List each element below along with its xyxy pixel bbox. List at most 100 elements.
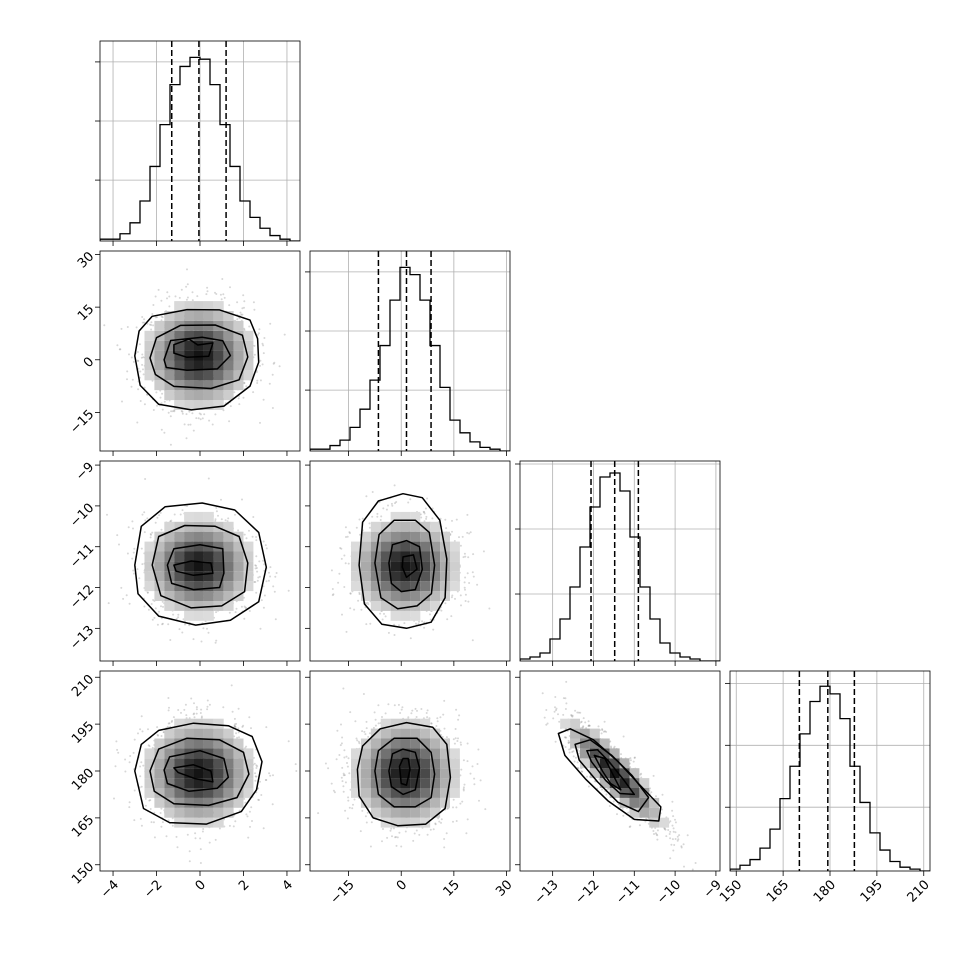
density-cell [194, 571, 204, 582]
scatter-point [181, 410, 184, 413]
density-cell [420, 581, 431, 592]
scatter-point [154, 607, 157, 610]
histogram-step [310, 266, 510, 451]
density-cell [164, 581, 175, 592]
scatter-point [200, 640, 203, 643]
scatter-point [136, 421, 139, 424]
scatter-point [256, 570, 259, 573]
scatter-point [132, 751, 135, 754]
scatter-point [166, 291, 169, 294]
contour-line [149, 324, 249, 390]
density-cell [243, 350, 254, 361]
density-cell [184, 551, 194, 562]
density-cell [420, 531, 431, 542]
scatter-point [201, 417, 204, 420]
scatter-point [139, 775, 142, 778]
scatter-point [259, 379, 262, 382]
scatter-point [424, 507, 427, 510]
scatter-point [241, 313, 244, 316]
scatter-point [199, 862, 202, 864]
scatter-point [384, 615, 387, 618]
contour-line [173, 560, 214, 577]
density-cell [194, 521, 204, 532]
scatter-point [252, 301, 255, 304]
density-cell [174, 311, 185, 321]
scatter-point [262, 606, 265, 609]
scatter-point [235, 732, 238, 735]
density-cell [164, 380, 175, 391]
scatter-point [150, 328, 153, 331]
scatter-point [178, 296, 181, 299]
scatter-point [181, 631, 184, 634]
scatter-point [349, 592, 352, 595]
density-cell [380, 541, 391, 552]
density-cell [184, 521, 194, 532]
density-cell [164, 311, 175, 321]
scatter-point [139, 400, 142, 402]
density-cell [144, 541, 155, 552]
scatter-point [344, 562, 347, 565]
scatter-point [126, 370, 129, 373]
panel-content [106, 477, 290, 644]
density-cell [203, 571, 214, 582]
scatter-point [381, 618, 384, 621]
scatter-point [179, 513, 182, 516]
scatter-point [271, 373, 274, 376]
scatter-point [423, 512, 426, 515]
scatter-point [275, 572, 278, 574]
scatter-point [180, 288, 183, 291]
scatter-point [258, 575, 261, 578]
scatter-point [188, 624, 191, 627]
scatter-point [175, 617, 178, 620]
scatter-point [224, 519, 227, 522]
scatter-point [140, 356, 143, 359]
scatter-point [220, 518, 223, 521]
density-cell [390, 521, 401, 532]
density-cell [174, 390, 185, 401]
density-cell [213, 591, 224, 601]
scatter-point [219, 293, 222, 296]
scatter-point [203, 413, 206, 416]
density-cell [400, 561, 411, 572]
scatter-point [255, 775, 258, 778]
density-cell [194, 370, 204, 381]
density-cell [184, 610, 194, 621]
scatter-point [355, 526, 358, 529]
density-cell [213, 370, 224, 381]
density-cell [360, 561, 371, 572]
density-cell [144, 551, 155, 562]
scatter-point [278, 365, 281, 368]
density-cell [203, 311, 214, 321]
scatter-point [188, 410, 191, 413]
density-cell [380, 531, 391, 542]
scatter-point [243, 329, 246, 332]
scatter-point [143, 605, 146, 608]
scatter-point [464, 555, 467, 558]
density-cell [174, 561, 185, 572]
scatter-point [131, 520, 134, 523]
scatter-point [150, 533, 152, 536]
density-cell [370, 581, 381, 592]
density-cell [243, 360, 254, 371]
scatter-point [245, 385, 248, 388]
scatter-panel-0-3 [95, 670, 301, 876]
scatter-point [262, 540, 265, 543]
scatter-point [159, 511, 162, 514]
scatter-point [464, 588, 466, 591]
scatter-point [188, 860, 191, 863]
scatter-point [234, 726, 237, 729]
density-cell [233, 360, 244, 371]
histogram-panel-0 [95, 40, 301, 246]
histogram-step [100, 56, 300, 241]
scatter-point [141, 513, 144, 516]
scatter-point [423, 621, 426, 624]
density-cell [390, 571, 401, 582]
density-cell [420, 541, 431, 552]
scatter-point [445, 527, 448, 530]
scatter-point [409, 498, 412, 501]
scatter-point [407, 501, 410, 504]
scatter-point [215, 293, 218, 295]
density-cell [410, 551, 421, 562]
density-cell [213, 551, 224, 562]
scatter-point [156, 404, 158, 407]
